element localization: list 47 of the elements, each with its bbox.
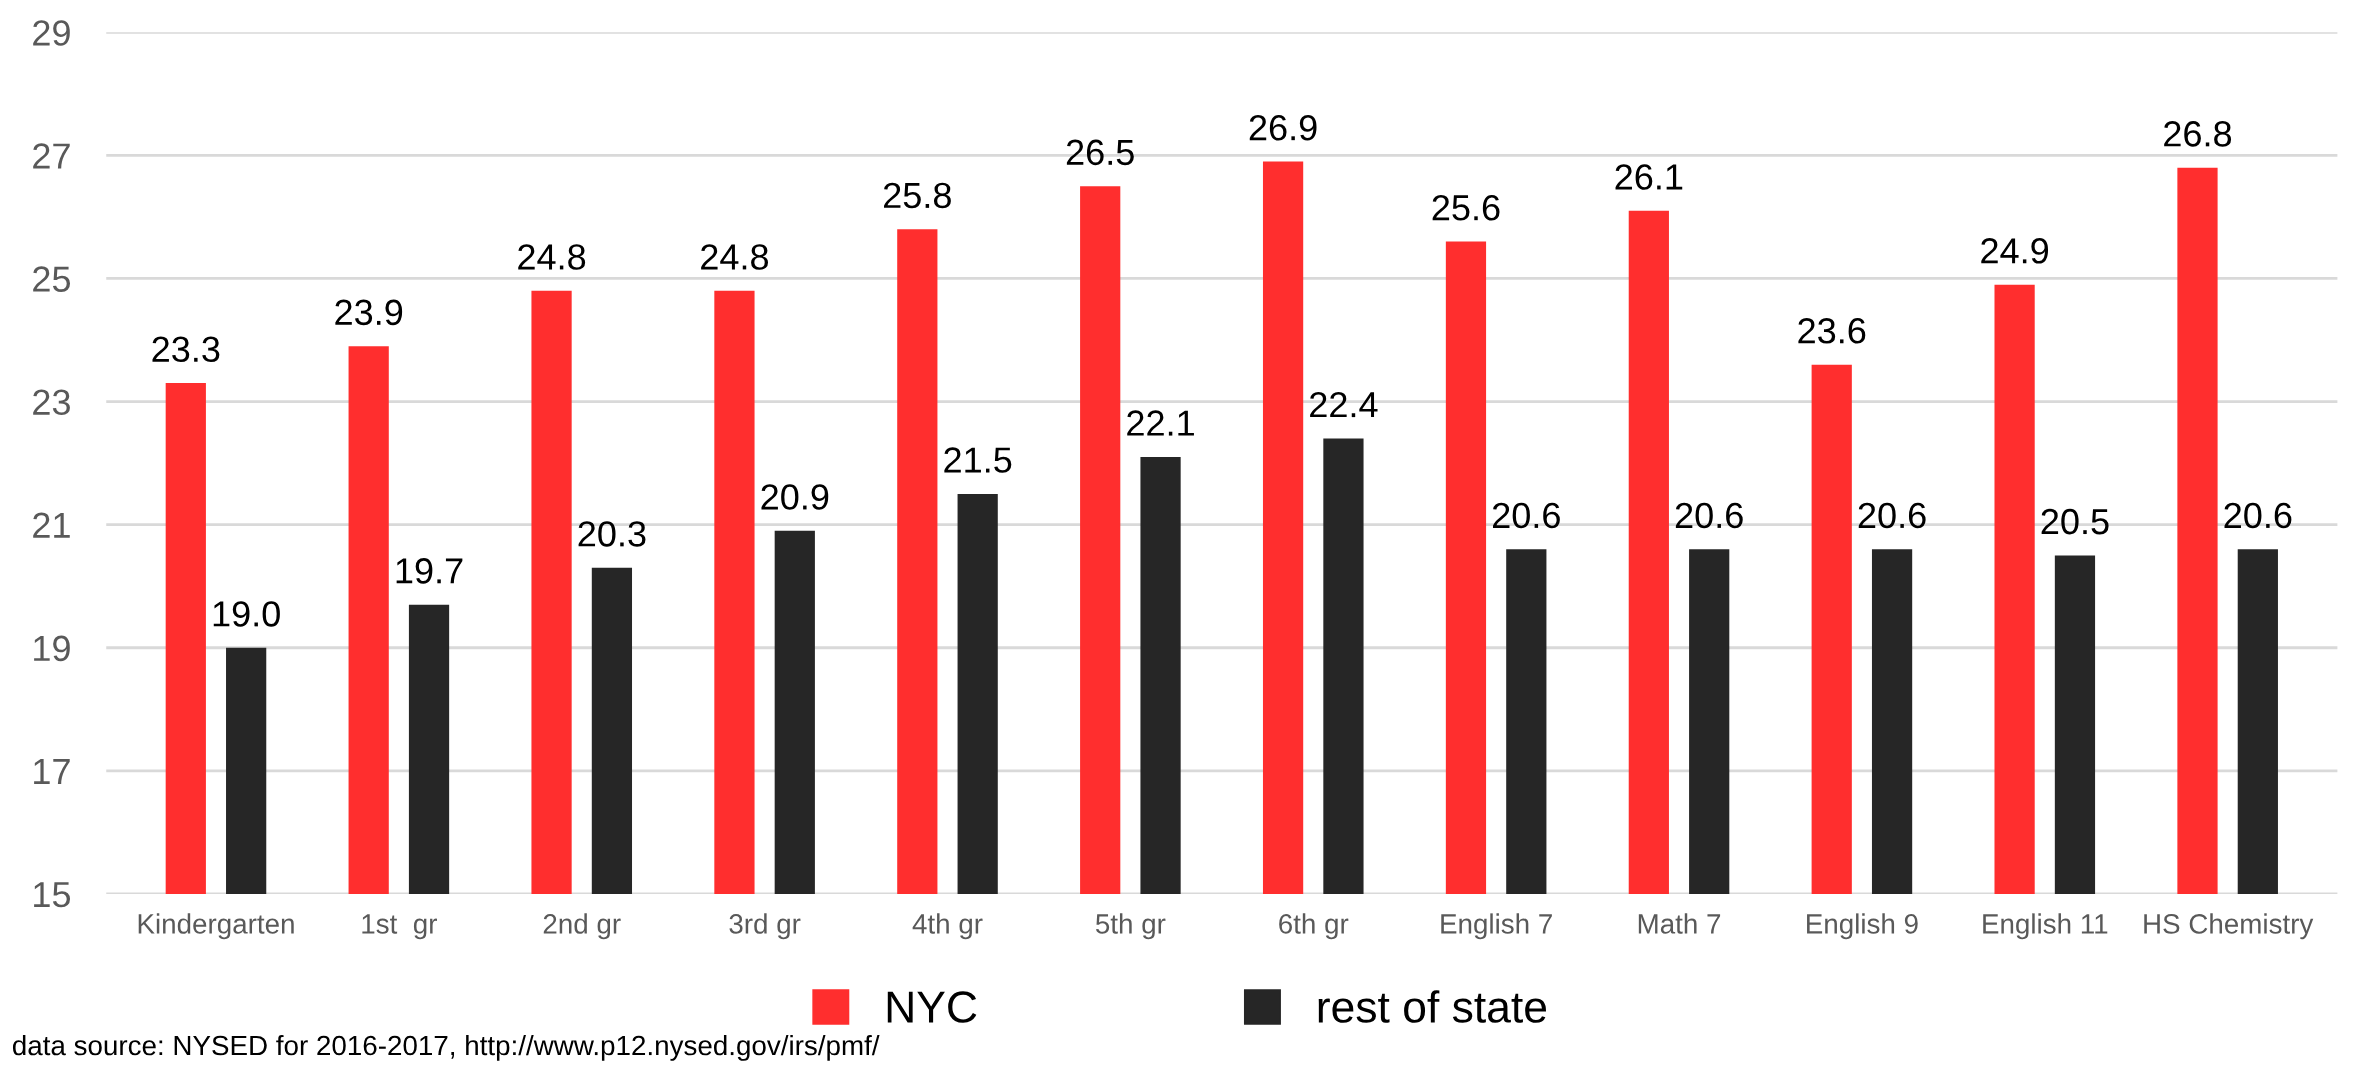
- data-label: 24.8: [518, 244, 586, 270]
- data-label: 20.9: [761, 484, 829, 510]
- data-label: 25.8: [884, 182, 951, 209]
- y-tick-label: 15: [34, 882, 71, 908]
- x-tick-label: 3rd gr: [729, 913, 801, 940]
- x-tick-label: English 11: [1983, 913, 2108, 940]
- y-tick-label: 23: [33, 389, 70, 416]
- data-label: 20.6: [1858, 502, 1926, 529]
- x-tick-label: 2nd gr: [543, 913, 621, 940]
- data-label: 21.5: [944, 447, 1012, 473]
- source-note: data source: NYSED for 2016-2017, http://www.p12.nysed.gov/irs/pmf/: [12, 1034, 880, 1061]
- data-label: 20.6: [1675, 502, 1743, 529]
- data-label: 20.3: [578, 521, 646, 547]
- data-label: 23.3: [152, 336, 220, 363]
- x-tick-label: 5th gr: [1095, 913, 1166, 940]
- x-tick-label: English 9: [1807, 913, 1918, 940]
- y-tick-label: 29: [33, 20, 70, 46]
- data-label: 22.4: [1310, 391, 1378, 418]
- legend-label: NYC: [887, 991, 977, 1023]
- y-tick-label: 27: [33, 143, 70, 169]
- data-label: 20.6: [1492, 502, 1560, 529]
- data-label: 24.9: [1981, 238, 2049, 264]
- data-label: 25.6: [1432, 194, 1500, 221]
- data-label: 20.5: [2041, 508, 2109, 535]
- x-tick-label: English 7: [1441, 913, 1552, 940]
- x-tick-label: HS Chemistry: [2144, 913, 2314, 940]
- y-tick-label: 17: [34, 759, 70, 784]
- data-label: 26.8: [2164, 121, 2232, 147]
- data-label: 26.5: [1066, 139, 1134, 166]
- data-label: 26.9: [1249, 114, 1317, 141]
- x-tick-label: 1st gr: [362, 914, 437, 940]
- data-label: 26.1: [1615, 164, 1683, 190]
- data-label: 19.7: [396, 558, 463, 584]
- x-tick-label: 4th gr: [912, 913, 983, 940]
- data-label: 23.9: [335, 299, 403, 326]
- x-tick-label: Math 7: [1638, 913, 1721, 934]
- y-tick-label: 21: [33, 512, 70, 538]
- data-label: 22.1: [1127, 410, 1194, 436]
- data-label: 23.6: [1798, 318, 1866, 344]
- data-label: 19.0: [213, 601, 280, 627]
- y-tick-label: 19: [34, 635, 70, 662]
- x-tick-label: 6th gr: [1279, 913, 1349, 940]
- data-label: 20.6: [2224, 502, 2292, 529]
- legend-label: rest of state: [1318, 990, 1546, 1023]
- x-tick-label: Kindergarten: [138, 913, 294, 940]
- data-label: 24.8: [701, 244, 769, 270]
- y-tick-label: 25: [33, 266, 71, 292]
